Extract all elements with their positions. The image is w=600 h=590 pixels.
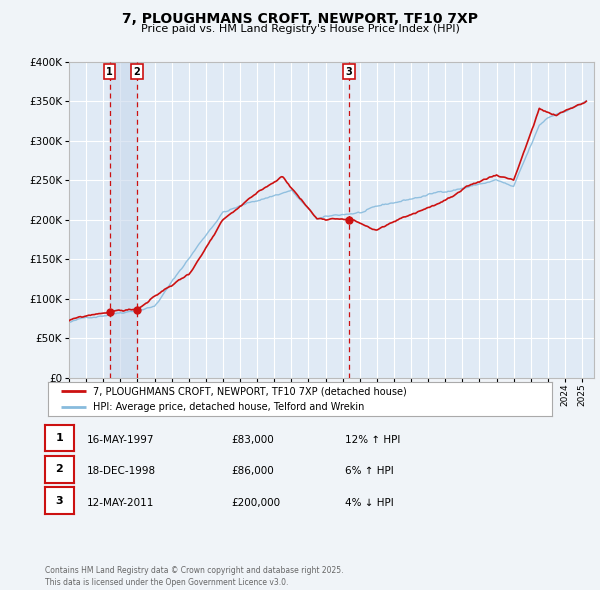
Text: 1: 1 <box>106 67 113 77</box>
Text: 7, PLOUGHMANS CROFT, NEWPORT, TF10 7XP (detached house): 7, PLOUGHMANS CROFT, NEWPORT, TF10 7XP (… <box>94 386 407 396</box>
Text: 7, PLOUGHMANS CROFT, NEWPORT, TF10 7XP: 7, PLOUGHMANS CROFT, NEWPORT, TF10 7XP <box>122 12 478 26</box>
Text: 2: 2 <box>133 67 140 77</box>
Text: 12% ↑ HPI: 12% ↑ HPI <box>345 435 400 445</box>
Text: 2: 2 <box>56 464 63 474</box>
Text: 6% ↑ HPI: 6% ↑ HPI <box>345 467 394 477</box>
Text: 18-DEC-1998: 18-DEC-1998 <box>87 467 156 477</box>
Text: Contains HM Land Registry data © Crown copyright and database right 2025.
This d: Contains HM Land Registry data © Crown c… <box>45 566 343 587</box>
Text: £200,000: £200,000 <box>231 498 280 508</box>
Text: 4% ↓ HPI: 4% ↓ HPI <box>345 498 394 508</box>
Text: £83,000: £83,000 <box>231 435 274 445</box>
Text: 12-MAY-2011: 12-MAY-2011 <box>87 498 154 508</box>
Text: 1: 1 <box>56 433 63 443</box>
Text: 16-MAY-1997: 16-MAY-1997 <box>87 435 155 445</box>
Text: 3: 3 <box>346 67 352 77</box>
Text: Price paid vs. HM Land Registry's House Price Index (HPI): Price paid vs. HM Land Registry's House … <box>140 24 460 34</box>
Text: £86,000: £86,000 <box>231 467 274 477</box>
Bar <box>110 62 137 378</box>
Text: HPI: Average price, detached house, Telford and Wrekin: HPI: Average price, detached house, Telf… <box>94 402 365 412</box>
Text: 3: 3 <box>56 496 63 506</box>
